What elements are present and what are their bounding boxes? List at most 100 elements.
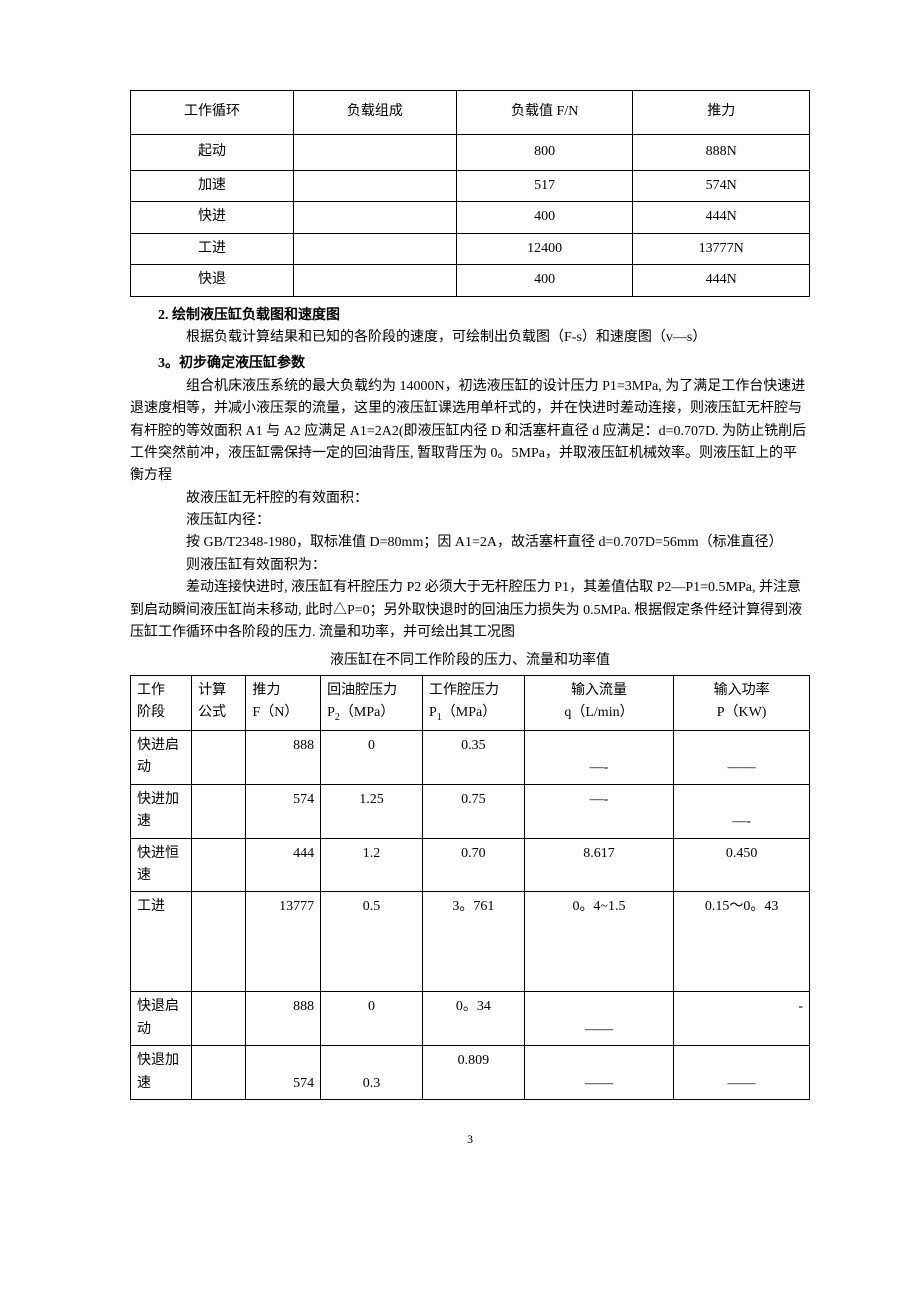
cell: —- [674, 784, 810, 838]
cell: 888 [246, 992, 321, 1046]
value: —— [728, 1076, 756, 1091]
value: —— [585, 1022, 613, 1037]
cell: 800 [456, 135, 633, 171]
cell [293, 202, 456, 233]
cell: 12400 [456, 233, 633, 264]
label: （MPa） [340, 705, 394, 720]
cell: 0 [321, 731, 423, 785]
cell: 0 [321, 992, 423, 1046]
cell [192, 838, 246, 892]
label: P（KW) [717, 705, 767, 720]
cell: —— [674, 731, 810, 785]
label: P [327, 705, 335, 720]
cell: 0.75 [422, 784, 524, 838]
table2-caption: 液压缸在不同工作阶段的压力、流量和功率值 [130, 650, 810, 672]
cell-stage: 快进恒速 [131, 838, 192, 892]
th-return-pressure: 回油腔压力P2（MPa） [321, 675, 423, 730]
cell: 0.809 [422, 1046, 524, 1100]
label: 输入流量 [571, 683, 627, 698]
cell: 444N [633, 265, 810, 296]
th-load-composition: 负载组成 [293, 91, 456, 135]
table-row: 工进 13777 0.5 3。761 0。4~1.5 0.15～0。43 [131, 892, 810, 992]
cell: 0.3 [321, 1046, 423, 1100]
section3-para4: 按 GB/T2348-1980，取标准值 D=80mm；因 A1=2A，故活塞杆… [130, 532, 810, 554]
value: 574 [293, 1076, 314, 1091]
cell [293, 233, 456, 264]
page-number: 3 [130, 1130, 810, 1149]
cell: 0.15～0。43 [674, 892, 810, 992]
table-header-row: 工作循环 负载组成 负载值 F/N 推力 [131, 91, 810, 135]
cell-stage: 工进 [131, 892, 192, 992]
value: —- [732, 814, 751, 829]
cell: 8.617 [524, 838, 673, 892]
table-row: 快退 400 444N [131, 265, 810, 296]
table-row: 快进 400 444N [131, 202, 810, 233]
label: 阶段 [137, 705, 165, 720]
label: F（N） [252, 705, 298, 720]
cell [293, 265, 456, 296]
table-row: 起动 800 888N [131, 135, 810, 171]
cell: —- [524, 784, 673, 838]
table-row: 加速 517 574N [131, 171, 810, 202]
value: 0.3 [363, 1076, 381, 1091]
cell: 444N [633, 202, 810, 233]
table-row: 快退加速 574 0.3 0.809 —— —— [131, 1046, 810, 1100]
th-formula: 计算公式 [192, 675, 246, 730]
load-table: 工作循环 负载组成 负载值 F/N 推力 起动 800 888N 加速 517 … [130, 90, 810, 297]
cell [293, 135, 456, 171]
table-row: 快进启动 888 0 0.35 —- —— [131, 731, 810, 785]
cell [192, 992, 246, 1046]
cell [192, 731, 246, 785]
cell: —— [674, 1046, 810, 1100]
cell-stage: 快进加速 [131, 784, 192, 838]
value: —— [585, 1076, 613, 1091]
table2-header-row: 工作阶段 计算公式 推力F（N） 回油腔压力P2（MPa） 工作腔压力P1（MP… [131, 675, 810, 730]
cell: 400 [456, 265, 633, 296]
label: 公式 [198, 705, 226, 720]
th-load-value-text: 负载值 F/N [511, 104, 578, 119]
label: 推力 [252, 683, 280, 698]
label: 工作 [137, 683, 165, 698]
cell: 快退 [131, 265, 294, 296]
th-stage: 工作阶段 [131, 675, 192, 730]
label: q（L/min） [564, 705, 633, 720]
cell [293, 171, 456, 202]
section3-heading: 3。初步确定液压缸参数 [130, 353, 810, 375]
cell [192, 892, 246, 992]
cell [192, 784, 246, 838]
th-load-value: 负载值 F/N [456, 91, 633, 135]
value: —- [590, 792, 609, 807]
table-row: 工进 12400 13777N [131, 233, 810, 264]
cell: 0.450 [674, 838, 810, 892]
cell: 3。761 [422, 892, 524, 992]
cell: 1.25 [321, 784, 423, 838]
cell: 574 [246, 784, 321, 838]
table-row: 快进加速 574 1.25 0.75 —- —- [131, 784, 810, 838]
cell-stage: 快退启动 [131, 992, 192, 1046]
cell: 13777 [246, 892, 321, 992]
table-row: 快进恒速 444 1.2 0.70 8.617 0.450 [131, 838, 810, 892]
cell: 400 [456, 202, 633, 233]
cell: 快进 [131, 202, 294, 233]
cell: 13777N [633, 233, 810, 264]
cell: 0.70 [422, 838, 524, 892]
section3-para3: 液压缸内径： [130, 510, 810, 532]
cell [192, 1046, 246, 1100]
label: （MPa） [442, 705, 496, 720]
cell: 888 [246, 731, 321, 785]
cell: - [674, 992, 810, 1046]
th-thrust: 推力 [633, 91, 810, 135]
section2-para1: 根据负载计算结果和已知的各阶段的速度，可绘制出负载图（F-s）和速度图（v—s） [130, 327, 810, 349]
cell: 0。4~1.5 [524, 892, 673, 992]
cell: 加速 [131, 171, 294, 202]
th-power: 输入功率P（KW) [674, 675, 810, 730]
section3-para5: 则液压缸有效面积为： [130, 555, 810, 577]
th-thrust: 推力 F（N） [246, 675, 321, 730]
cell: —— [524, 1046, 673, 1100]
section3-para6: 差动连接快进时, 液压缸有杆腔压力 P2 必须大于无杆腔压力 P1，其差值估取 … [130, 577, 810, 644]
cell: 888N [633, 135, 810, 171]
label: P [429, 705, 437, 720]
label: 计算 [198, 683, 226, 698]
cell: 工进 [131, 233, 294, 264]
cell: 444 [246, 838, 321, 892]
